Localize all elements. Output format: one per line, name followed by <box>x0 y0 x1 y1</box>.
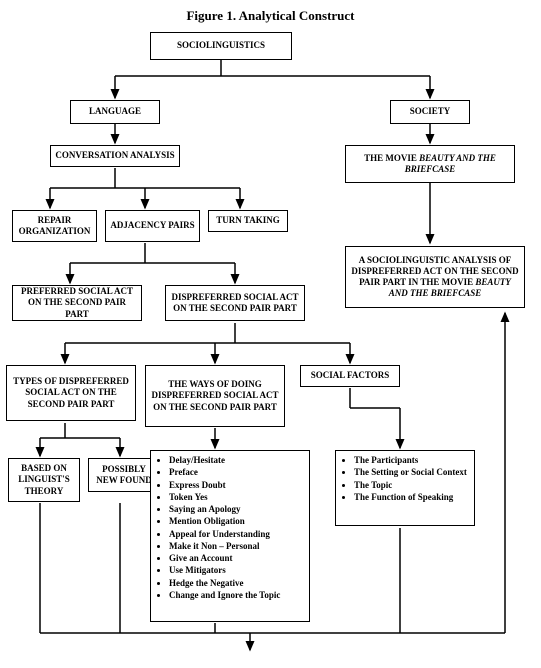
node-society: SOCIETY <box>390 100 470 124</box>
node-social-factors: SOCIAL FACTORS <box>300 365 400 387</box>
diagram-canvas: SOCIOLINGUISTICS LANGUAGE SOCIETY CONVER… <box>0 28 541 668</box>
node-based-on-theory: BASED ON LINGUIST'S THEORY <box>8 458 80 502</box>
ways-item: Token Yes <box>169 492 280 503</box>
factors-item: The Function of Speaking <box>354 492 467 503</box>
factors-list: The ParticipantsThe Setting or Social Co… <box>340 454 467 504</box>
ways-item: Hedge the Negative <box>169 578 280 589</box>
node-movie: THE MOVIE BEAUTY AND THE BRIEFCASE <box>345 145 515 183</box>
ways-item: Express Doubt <box>169 480 280 491</box>
factors-item: The Setting or Social Context <box>354 467 467 478</box>
node-ways-list: Delay/HesitatePreface Express DoubtToken … <box>150 450 310 622</box>
node-preferred: PREFERRED SOCIAL ACT ON THE SECOND PAIR … <box>12 285 142 321</box>
node-analysis: A SOCIOLINGUISTIC ANALYSIS OF DISPREFERR… <box>345 246 525 308</box>
figure-title: Figure 1. Analytical Construct <box>0 8 541 24</box>
ways-item: Change and Ignore the Topic <box>169 590 280 601</box>
factors-item: The Topic <box>354 480 467 491</box>
node-dispreferred: DISPREFERRED SOCIAL ACT ON THE SECOND PA… <box>165 285 305 321</box>
ways-item: Give an Account <box>169 553 280 564</box>
node-types: TYPES OF DISPREFERRED SOCIAL ACT ON THE … <box>6 365 136 421</box>
node-factors-list: The ParticipantsThe Setting or Social Co… <box>335 450 475 526</box>
ways-item: Use Mitigators <box>169 565 280 576</box>
node-movie-text: THE MOVIE BEAUTY AND THE BRIEFCASE <box>350 153 510 176</box>
node-sociolinguistics: SOCIOLINGUISTICS <box>150 32 292 60</box>
ways-item: Make it Non – Personal <box>169 541 280 552</box>
ways-list: Delay/HesitatePreface Express DoubtToken … <box>155 454 280 602</box>
node-adjacency: ADJACENCY PAIRS <box>105 210 200 242</box>
node-repair: REPAIR ORGANIZATION <box>12 210 97 242</box>
ways-item: Mention Obligation <box>169 516 280 527</box>
node-language: LANGUAGE <box>70 100 160 124</box>
ways-item: Delay/Hesitate <box>169 455 280 466</box>
factors-item: The Participants <box>354 455 467 466</box>
node-conversation-analysis: CONVERSATION ANALYSIS <box>50 145 180 167</box>
ways-item: Preface <box>169 467 280 478</box>
node-analysis-text: A SOCIOLINGUISTIC ANALYSIS OF DISPREFERR… <box>350 255 520 300</box>
ways-item: Appeal for Understanding <box>169 529 280 540</box>
node-ways: THE WAYS OF DOING DISPREFERRED SOCIAL AC… <box>145 365 285 427</box>
node-turn-taking: TURN TAKING <box>208 210 288 232</box>
ways-item: Saying an Apology <box>169 504 280 515</box>
